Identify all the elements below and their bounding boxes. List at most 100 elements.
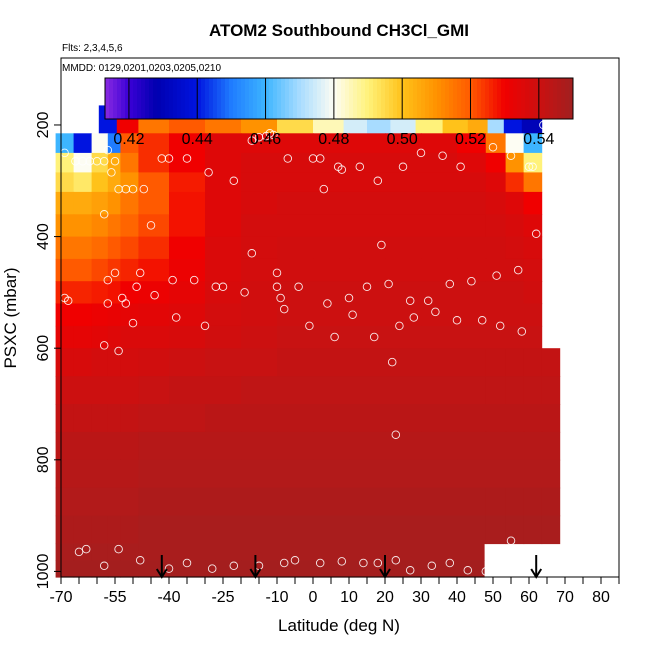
observation-point (373, 558, 383, 568)
observation-point (272, 268, 282, 278)
heatmap-cell (107, 515, 121, 545)
heatmap-cell (169, 560, 206, 578)
heatmap-cell (241, 543, 278, 561)
observation-point (99, 156, 109, 166)
observation-points (60, 120, 570, 576)
heatmap-cell (205, 214, 242, 238)
colorbar-swatch (389, 78, 394, 119)
observation-point (204, 168, 213, 177)
observation-point (103, 299, 113, 308)
colorbar-swatch (245, 78, 250, 119)
heatmap-cell (73, 560, 93, 578)
heatmap-cell (277, 258, 314, 282)
heatmap-cell (349, 348, 386, 377)
heatmap-cell (313, 133, 350, 154)
heatmap-cell (523, 404, 543, 433)
colorbar-swatch (569, 78, 574, 119)
heatmap-cell (421, 459, 458, 489)
heatmap-cell (385, 133, 422, 154)
dates-note: MMDD: 0129,0201,0203,0205,0210 (62, 63, 221, 74)
colorbar-swatch (341, 78, 346, 119)
colorbar-swatch (213, 78, 218, 119)
colorbar-swatch (357, 78, 362, 119)
observation-point (272, 282, 282, 292)
heatmap-cell (169, 404, 206, 433)
observation-point (528, 162, 537, 172)
heatmap-cell (91, 133, 109, 154)
colorbar-swatch (477, 78, 482, 119)
heatmap-cell (120, 236, 139, 260)
observation-point (467, 276, 476, 286)
heatmap-cell (385, 487, 422, 517)
colorbar-swatch (181, 78, 186, 119)
heatmap-cell (385, 325, 422, 349)
heatmap-cell (91, 191, 109, 215)
colorbar-swatch (321, 78, 326, 119)
colorbar-swatch (205, 78, 210, 119)
colorbar-swatch (173, 78, 178, 119)
heatmap-cell (55, 258, 75, 282)
colorbar-swatch (273, 78, 278, 119)
colorbar-swatch (317, 78, 322, 119)
colorbar-swatch (445, 78, 450, 119)
colorbar-swatch (309, 78, 314, 119)
heatmap-cell (91, 376, 109, 405)
colorbar-tick-label: 0.50 (387, 131, 418, 148)
heatmap-cell (91, 543, 109, 561)
heatmap-cell (349, 133, 386, 154)
colorbar-swatch (429, 78, 434, 119)
heatmap-cell (421, 487, 458, 517)
observation-point (110, 156, 120, 166)
observation-point (132, 282, 141, 292)
observation-point (171, 313, 181, 322)
heatmap-cell (485, 152, 507, 173)
heatmap-cell (277, 543, 314, 561)
observation-point (182, 154, 192, 163)
colorbar-swatch (481, 78, 486, 119)
heatmap-cell (169, 281, 206, 305)
heatmap-cell (107, 404, 121, 433)
colorbar-swatch (121, 78, 126, 119)
heatmap-cell (138, 431, 170, 461)
heatmap-cell (120, 376, 139, 405)
heatmap-cell (169, 236, 206, 260)
observation-point (524, 162, 534, 172)
observation-point (103, 145, 113, 155)
x-tick-label: 60 (520, 589, 538, 606)
heatmap-cell (241, 214, 278, 238)
observation-point (423, 296, 433, 306)
colorbar-swatch (565, 78, 570, 119)
observation-point (409, 313, 419, 322)
heatmap-cell (313, 152, 350, 173)
heatmap-cell (421, 543, 458, 561)
heatmap-cell (349, 543, 386, 561)
observation-point (369, 332, 379, 342)
heatmap-cell (349, 258, 386, 282)
observation-point (168, 275, 177, 285)
heatmap-cell (73, 431, 93, 461)
observation-point (164, 564, 174, 573)
heatmap-cell (541, 376, 561, 405)
heatmap-cell (73, 191, 93, 215)
heatmap-cell (349, 152, 386, 173)
colorbar-swatch (413, 78, 418, 119)
heatmap-cell (138, 325, 170, 349)
heatmap-cell (485, 303, 507, 327)
heatmap-cell (169, 133, 206, 154)
heatmap-cell (55, 152, 75, 173)
heatmap-cell (313, 172, 350, 193)
heatmap-cell (277, 191, 314, 215)
colorbar-swatch (529, 78, 534, 119)
heatmap-cell (313, 459, 350, 489)
heatmap-cell (169, 303, 206, 327)
heatmap-cell (421, 303, 458, 327)
observation-point (135, 556, 145, 565)
heatmap-cell (241, 152, 278, 173)
observation-point (391, 556, 401, 565)
observation-point (445, 558, 455, 568)
colorbar-swatch (405, 78, 410, 119)
colorbar-swatch (221, 78, 226, 119)
heatmap-cell (169, 325, 206, 349)
heatmap-cell (241, 376, 278, 405)
colorbar-swatch (409, 78, 414, 119)
